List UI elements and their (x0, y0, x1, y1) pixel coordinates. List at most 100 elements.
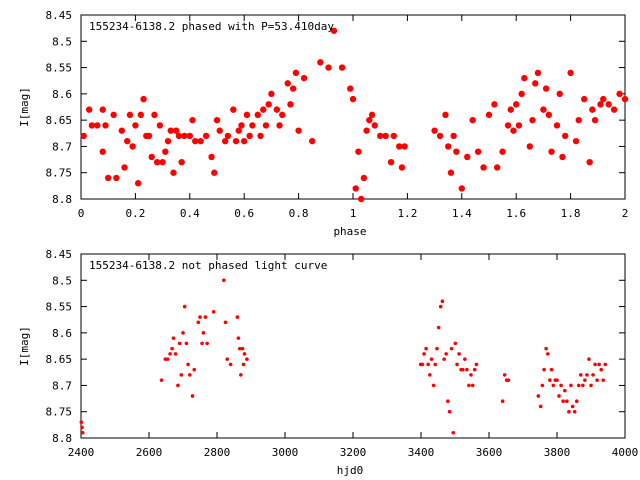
phased-data-point (469, 116, 476, 124)
phased-data-point (235, 127, 242, 134)
phased-data-point (268, 90, 275, 98)
phased-data-point (249, 122, 256, 129)
phased-data-point (347, 85, 354, 92)
unphased-data-point (433, 362, 438, 367)
unphased-data-point (228, 362, 233, 367)
unphased-y-tick-label: 8.7 (52, 379, 72, 392)
unphased-data-point (424, 346, 428, 351)
phased-data-point (126, 111, 134, 119)
phased-data-point (597, 101, 604, 108)
phased-data-point (540, 106, 547, 113)
phased-data-point (232, 137, 240, 145)
phased-data-point (257, 132, 264, 140)
unphased-data-point (603, 362, 608, 367)
phased-data-point (159, 159, 166, 166)
phased-data-point (338, 64, 346, 71)
unphased-y-tick-label: 8.6 (52, 327, 72, 340)
unphased-data-point (581, 383, 585, 388)
phased-data-point (553, 122, 561, 129)
unphased-data-point (465, 367, 469, 372)
phased-x-tick-label: 1 (350, 207, 357, 220)
unphased-data-point (559, 383, 563, 388)
phased-data-point (192, 137, 199, 145)
phased-data-point (567, 69, 574, 77)
unphased-data-point (177, 341, 182, 346)
unphased-data-point (542, 367, 546, 372)
unphased-data-point (239, 373, 243, 377)
phased-data-point (148, 153, 155, 161)
phased-y-tick-label: 8.5 (52, 35, 72, 48)
phased-data-point (121, 164, 128, 171)
phased-x-tick-label: 0 (78, 207, 85, 220)
phased-data-point (213, 116, 221, 124)
phased-data-point (355, 148, 362, 155)
unphased-data-point (597, 362, 601, 367)
phased-data-point (366, 116, 373, 124)
unphased-data-point (585, 373, 589, 377)
phased-data-point (173, 127, 180, 134)
phased-data-point (140, 95, 147, 103)
phased-data-point (309, 137, 316, 145)
phased-data-point (124, 137, 131, 145)
unphased-data-point (422, 352, 426, 356)
phased-data-point (202, 132, 210, 140)
unphased-data-point (192, 367, 197, 372)
unphased-data-point (440, 299, 445, 304)
phased-y-tick-label: 8.55 (46, 62, 73, 75)
unphased-data-point (595, 378, 599, 382)
phased-data-point (137, 111, 145, 119)
unphased-data-point (240, 346, 245, 351)
phased-data-point (85, 106, 93, 113)
phased-data-point (504, 122, 512, 129)
unphased-panel-title: 155234-6138.2 not phased light curve (89, 259, 327, 272)
phased-data-point (102, 122, 109, 129)
phased-data-point (189, 116, 196, 124)
unphased-data-point (574, 399, 579, 404)
phased-data-point (518, 90, 525, 98)
unphased-data-point (446, 399, 450, 404)
unphased-data-point (589, 383, 593, 388)
phased-x-tick-label: 2 (622, 207, 629, 220)
unphased-data-point (165, 357, 170, 361)
phased-data-point (88, 122, 96, 129)
phased-panel-title: 155234-6138.2 phased with P=53.410day (89, 20, 334, 33)
phased-data-point (317, 59, 324, 66)
phased-data-point (548, 148, 555, 155)
unphased-data-point (538, 404, 543, 409)
phased-x-axis: 0 0.2 0.4 0.6 0.8 1 1.2 1.4 1.6 1.8 2 (78, 15, 629, 220)
phased-data-point (396, 143, 403, 150)
unphased-data-point (447, 409, 452, 414)
phased-y-tick-label: 8.45 (46, 9, 73, 22)
unphased-data-point (587, 357, 591, 361)
phased-data-point (162, 148, 169, 155)
unphased-x-tick-label: 2400 (68, 446, 95, 459)
phased-data-point (442, 111, 449, 119)
unphased-data-point (549, 367, 554, 372)
phased-data-point (529, 116, 536, 124)
unphased-data-point (540, 383, 545, 388)
phased-data-point (178, 159, 185, 166)
phased-data-point (352, 185, 359, 192)
phased-data-point (284, 80, 291, 87)
unphased-data-point (506, 378, 511, 382)
phased-y-axis-title: I[mag] (18, 87, 31, 127)
phased-data-point (153, 159, 161, 166)
unphased-y-tick-label: 8.5 (52, 274, 72, 287)
phased-panel: 8.458.58.558.68.658.78.758.8 0 0.2 0.4 0.6 0… (18, 9, 628, 238)
phased-data-point (368, 111, 376, 119)
unphased-data-point (455, 362, 459, 367)
unphased-data-point (557, 394, 561, 398)
phased-data-point (493, 164, 501, 171)
phased-data-point (591, 116, 599, 124)
phased-data-point (605, 101, 612, 108)
unphased-data-point (176, 383, 180, 388)
phased-data-points (80, 27, 629, 203)
phased-data-point (387, 159, 395, 166)
phased-data-point (113, 174, 120, 182)
unphased-data-point (470, 383, 475, 388)
phased-data-point (401, 143, 408, 150)
phased-data-point (292, 69, 300, 77)
unphased-data-point (170, 346, 174, 351)
unphased-data-point (599, 367, 603, 372)
unphased-x-axis: 2400 2600 2800 3000 3200 3400 3600 3800 4000 (68, 254, 638, 459)
